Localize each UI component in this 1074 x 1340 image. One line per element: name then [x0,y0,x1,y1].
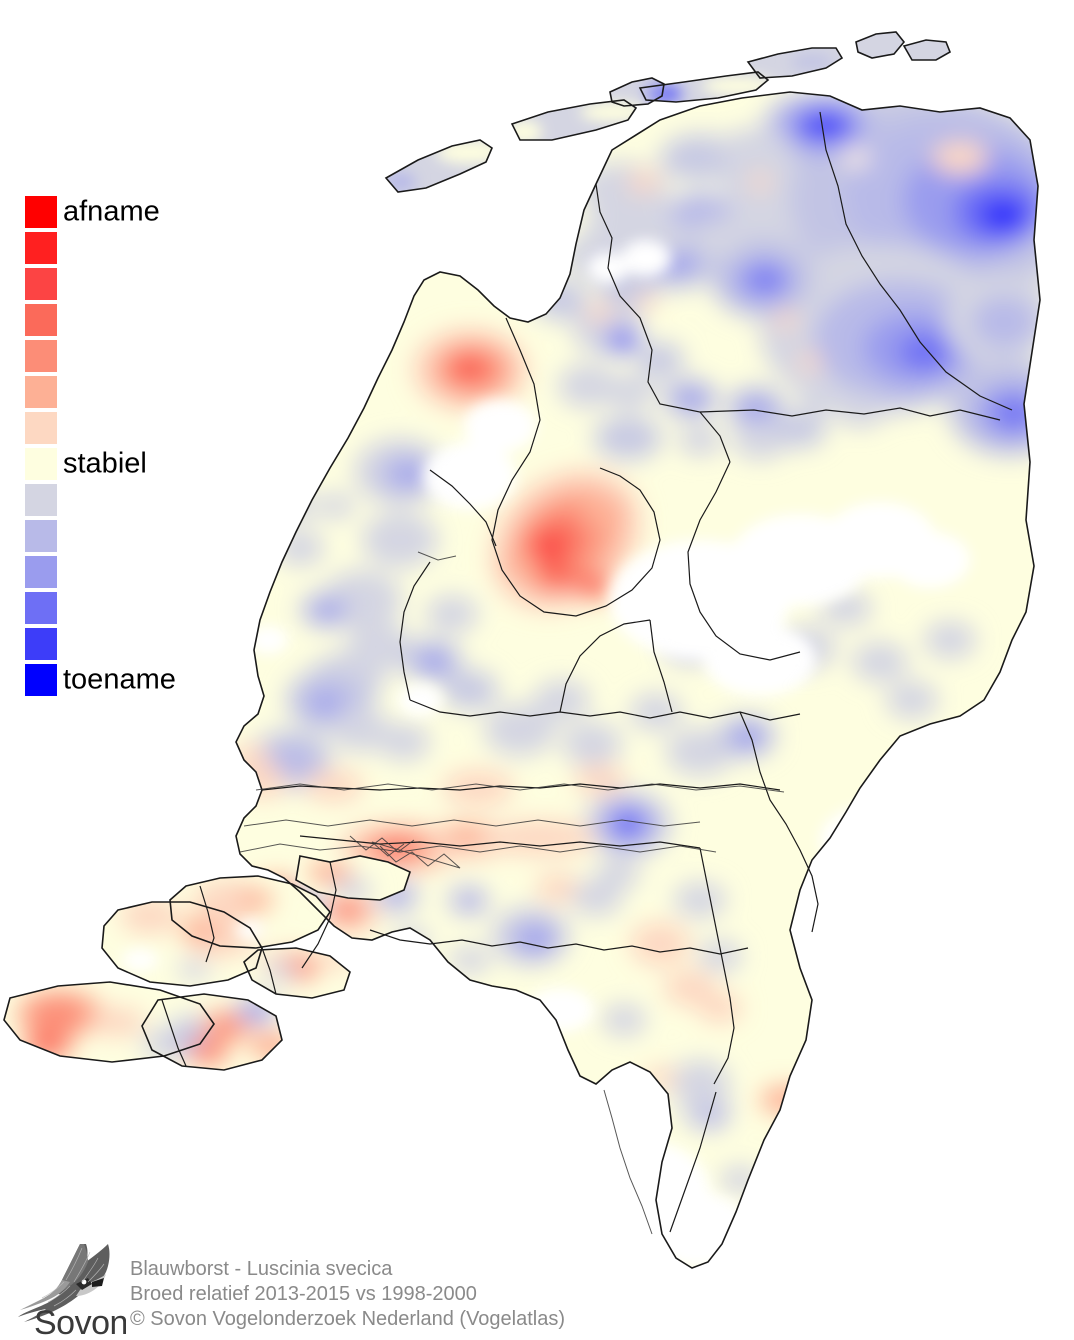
legend-row [25,340,255,372]
legend-row [25,556,255,588]
caption-species: Blauwborst - Luscinia svecica [130,1258,393,1280]
legend-row: stabiel [25,448,255,480]
legend-row [25,376,255,408]
legend-row [25,412,255,444]
caption-period: Broed relatief 2013-2015 vs 1998-2000 [130,1283,477,1305]
legend-swatch-toename [25,664,57,696]
rivers [239,551,785,1235]
legend-swatch-12 [25,592,57,624]
legend-swatch-5 [25,340,57,372]
legend-swatch-9 [25,484,57,516]
legend-row [25,268,255,300]
legend-label-stabiel: stabiel [63,447,147,480]
legend-row [25,592,255,624]
legend-row: toename [25,664,255,696]
legend: afname stabiel toename [25,196,255,700]
legend-label-toename: toename [63,663,176,696]
legend-swatch-13 [25,628,57,660]
legend-row [25,304,255,336]
legend-swatch-4 [25,304,57,336]
caption-copyright: © Sovon Vogelonderzoek Nederland (Vogela… [130,1308,566,1330]
legend-swatch-6 [25,376,57,408]
footer: Sovon Blauwborst - Luscinia svecica Broe… [0,1235,1074,1340]
legend-row [25,484,255,516]
country-outline [3,31,1041,1269]
legend-swatch-stabiel [25,448,57,480]
sovon-logo: Sovon [18,1244,126,1338]
province-boundaries [161,111,1013,1233]
legend-swatch-10 [25,520,57,552]
legend-swatch-11 [25,556,57,588]
legend-row [25,520,255,552]
legend-swatch-afname [25,196,57,228]
legend-swatch-3 [25,268,57,300]
swallow-bird-icon [18,1244,110,1322]
legend-row: afname [25,196,255,228]
legend-label-afname: afname [63,195,160,228]
footer-caption: Blauwborst - Luscinia svecica Broed rela… [130,1257,565,1332]
sovon-wordmark: Sovon [34,1304,126,1338]
legend-swatch-2 [25,232,57,264]
legend-row [25,232,255,264]
legend-row [25,628,255,660]
legend-swatch-7 [25,412,57,444]
